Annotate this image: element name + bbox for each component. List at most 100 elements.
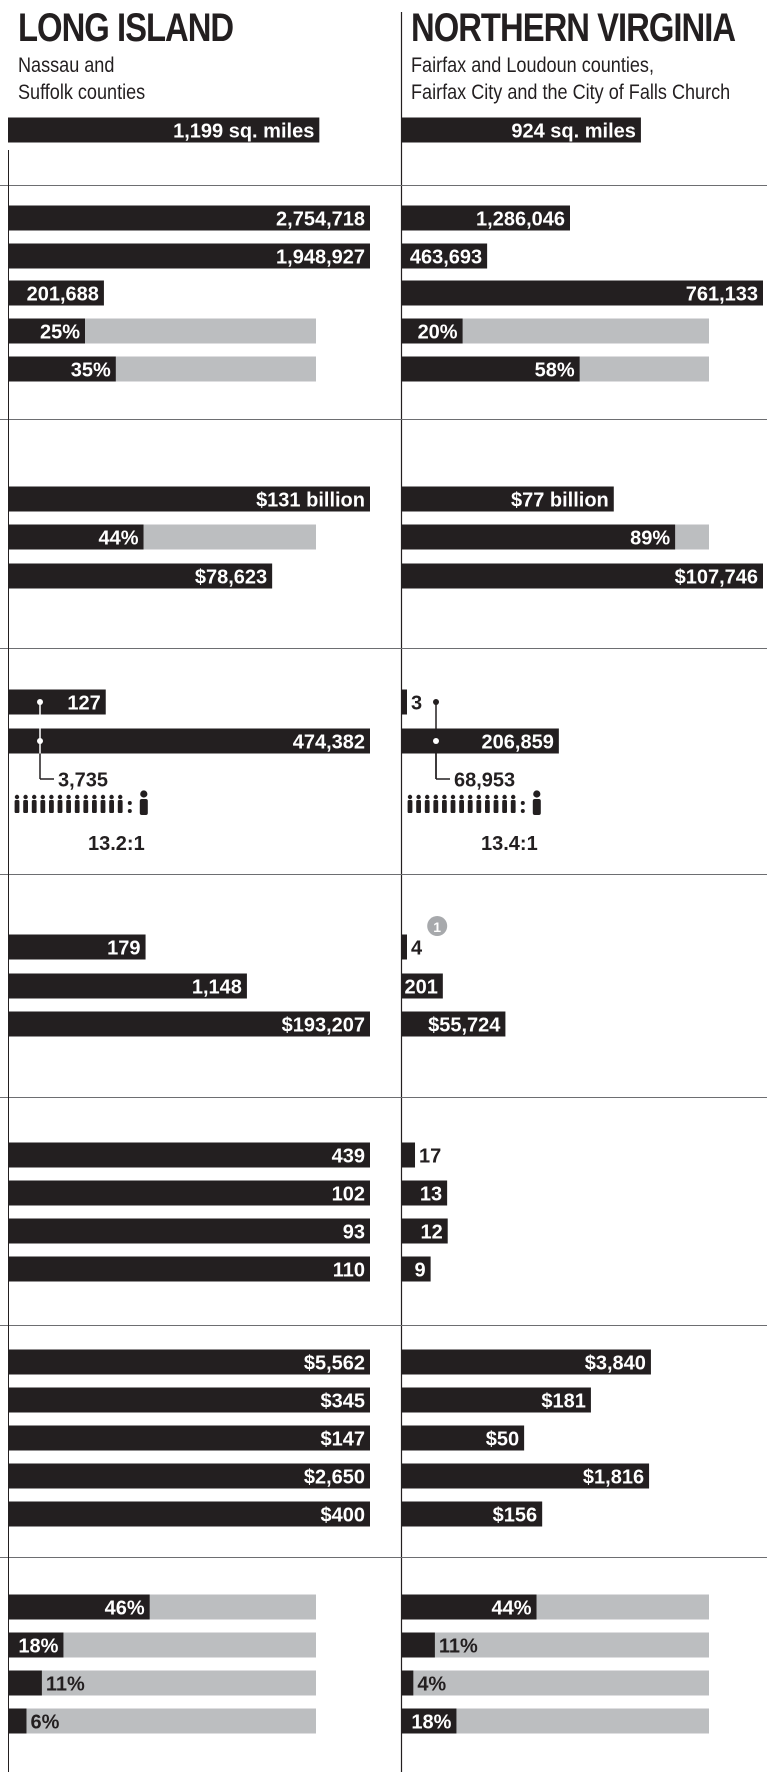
label-northern_virginia-s8-r4: 18%: [411, 1712, 451, 1734]
bar-long_island-s8-r2: [8, 1632, 64, 1658]
bar-northern_virginia-s5-r2: [401, 973, 443, 999]
bar-long_island-s7-r3: [8, 1425, 370, 1451]
bar-long_island-s2-r5: [8, 356, 116, 382]
region-subtitle-long-island-line-2: Suffolk counties: [18, 81, 146, 104]
person-icon-small-northern_virginia-1: [407, 794, 413, 800]
bar-long_island-s7-r4: [8, 1463, 370, 1489]
label-long_island-s6-r2: 102: [332, 1184, 365, 1206]
person-icon-small-body-long_island-10: [92, 800, 97, 813]
bar-long_island-s8-r1: [8, 1594, 150, 1620]
person-icon-large-long_island: [140, 790, 148, 798]
track-northern_virginia-s8-r3: [401, 1670, 709, 1696]
label-northern_virginia-s7-r4: $1,816: [583, 1467, 644, 1489]
bar-northern_virginia-s7-r3: [401, 1425, 525, 1451]
person-icon-small-body-northern_virginia-9: [476, 800, 482, 813]
label-northern_virginia-s6-r4: 9: [414, 1260, 425, 1282]
person-icon-small-long_island-7: [66, 794, 71, 800]
callout-dot-top-northern_virginia: [433, 699, 439, 705]
person-icon-small-body-long_island-4: [40, 800, 46, 813]
label-northern_virginia-s3-r3: $107,746: [675, 567, 758, 589]
person-icon-small-body-northern_virginia-5: [442, 800, 447, 813]
bar-northern_virginia-s8-r4: [401, 1708, 457, 1734]
bar-long_island-s3-r2: [8, 524, 144, 550]
bar-northern_virginia-s2-r3: [401, 280, 763, 306]
person-icon-small-northern_virginia-3: [425, 794, 430, 800]
person-icon-small-body-northern_virginia-6: [450, 800, 456, 813]
person-icon-small-body-northern_virginia-3: [424, 800, 430, 813]
bar-northern_virginia-s3-r1: [401, 486, 614, 512]
label-long_island-s8-r2: 18%: [18, 1636, 58, 1658]
label-northern_virginia-s7-r5: $156: [493, 1505, 538, 1527]
person-icon-small-northern_virginia-2: [416, 794, 421, 800]
person-icon-small-body-northern_virginia-7: [459, 800, 464, 813]
region-title-long-island: LONG ISLAND: [18, 6, 234, 50]
label-long_island-s3-r2: 44%: [98, 528, 138, 550]
bar-long_island-s3-r1: [8, 486, 370, 512]
person-icon-small-body-long_island-3: [31, 800, 37, 813]
label-northern_virginia-s6-r3: 12: [420, 1222, 442, 1244]
bar-long_island-s5-r3: [8, 1011, 370, 1037]
label-northern_virginia-s3-r1: $77 billion: [511, 490, 609, 512]
label-long_island-s2-r3: 201,688: [27, 284, 99, 306]
bar-northern_virginia-s6-r2: [401, 1180, 448, 1206]
label-long_island-s7-r5: $400: [321, 1505, 366, 1527]
label-northern_virginia-s5-r2: 201: [404, 977, 437, 999]
label-northern_virginia-s8-r3: 4%: [417, 1674, 446, 1696]
bar-northern_virginia-s4-r2: [401, 728, 559, 754]
person-icon-small-northern_virginia-12: [502, 794, 507, 800]
label-long_island-s5-r1: 179: [107, 938, 140, 960]
person-icon-large-northern_virginia: [533, 790, 541, 798]
bar-northern_virginia-s7-r5: [401, 1501, 543, 1527]
bar-long_island-s4-r1: [8, 689, 106, 715]
person-icon-small-northern_virginia-9: [476, 794, 481, 800]
person-icon-small-body-northern_virginia-1: [407, 800, 413, 813]
bar-northern_virginia-s5-r3: [401, 1011, 506, 1037]
region-subtitle-northern-virginia-line-2: Fairfax City and the City of Falls Churc…: [411, 81, 731, 104]
region-subtitle-northern-virginia-line-1: Fairfax and Loudoun counties,: [411, 54, 654, 77]
person-icon-small-northern_virginia-11: [493, 794, 499, 800]
label-long_island-s6-r1: 439: [332, 1146, 365, 1168]
callout-dot-mid-long_island: [37, 738, 43, 744]
callout-dot-mid-northern_virginia: [433, 738, 439, 744]
track-long_island-s8-r3: [8, 1670, 316, 1696]
label-long_island-s1-r1: 1,199 sq. miles: [173, 121, 314, 143]
person-icon-small-long_island-1: [14, 794, 20, 800]
person-icon-small-body-northern_virginia-8: [467, 800, 473, 813]
note-marker-northern_virginia-s5-r1: [427, 916, 448, 936]
label-northern_virginia-s2-r5: 58%: [535, 360, 575, 382]
label-long_island-s7-r4: $2,650: [304, 1467, 365, 1489]
person-icon-small-northern_virginia-13: [511, 794, 516, 800]
person-icon-small-long_island-12: [109, 794, 114, 800]
person-icon-small-northern_virginia-6: [450, 794, 456, 800]
person-icon-small-body-northern_virginia-11: [493, 800, 499, 813]
label-callout-northern_virginia: 68,953: [454, 770, 515, 792]
person-icon-small-long_island-9: [83, 794, 89, 800]
person-icon-small-body-long_island-12: [109, 800, 114, 813]
person-icon-small-northern_virginia-7: [459, 794, 464, 800]
bar-northern_virginia-s5-r1: [401, 934, 407, 960]
label-northern_virginia-s5-r1: 4: [411, 938, 423, 960]
bar-long_island-s3-r3: [8, 563, 273, 589]
person-icon-small-long_island-2: [23, 794, 28, 800]
label-northern_virginia-s3-r2: 89%: [630, 528, 670, 550]
label-northern_virginia-s7-r1: $3,840: [585, 1353, 646, 1375]
label-long_island-s7-r3: $147: [321, 1429, 366, 1451]
person-icon-small-body-long_island-6: [57, 800, 63, 813]
label-callout-long_island: 3,735: [58, 770, 108, 792]
person-icon-small-long_island-3: [32, 794, 37, 800]
person-icon-small-body-long_island-11: [100, 800, 106, 813]
person-icon-large-body-northern_virginia: [532, 799, 541, 815]
bar-northern_virginia-s6-r1: [401, 1142, 416, 1168]
bar-long_island-s6-r1: [8, 1142, 370, 1168]
person-icon-small-body-long_island-5: [49, 800, 54, 813]
bar-long_island-s8-r4: [8, 1708, 27, 1734]
label-long_island-s5-r2: 1,148: [192, 977, 242, 999]
label-long_island-s3-r3: $78,623: [195, 567, 267, 589]
ratio-label-northern_virginia: 13.4:1: [481, 833, 538, 855]
person-icon-small-long_island-10: [92, 794, 97, 800]
label-long_island-s6-r4: 110: [333, 1260, 365, 1282]
bar-northern_virginia-s2-r1: [401, 205, 571, 231]
bar-long_island-s6-r4: [8, 1256, 370, 1282]
label-northern_virginia-s8-r1: 44%: [491, 1598, 531, 1620]
